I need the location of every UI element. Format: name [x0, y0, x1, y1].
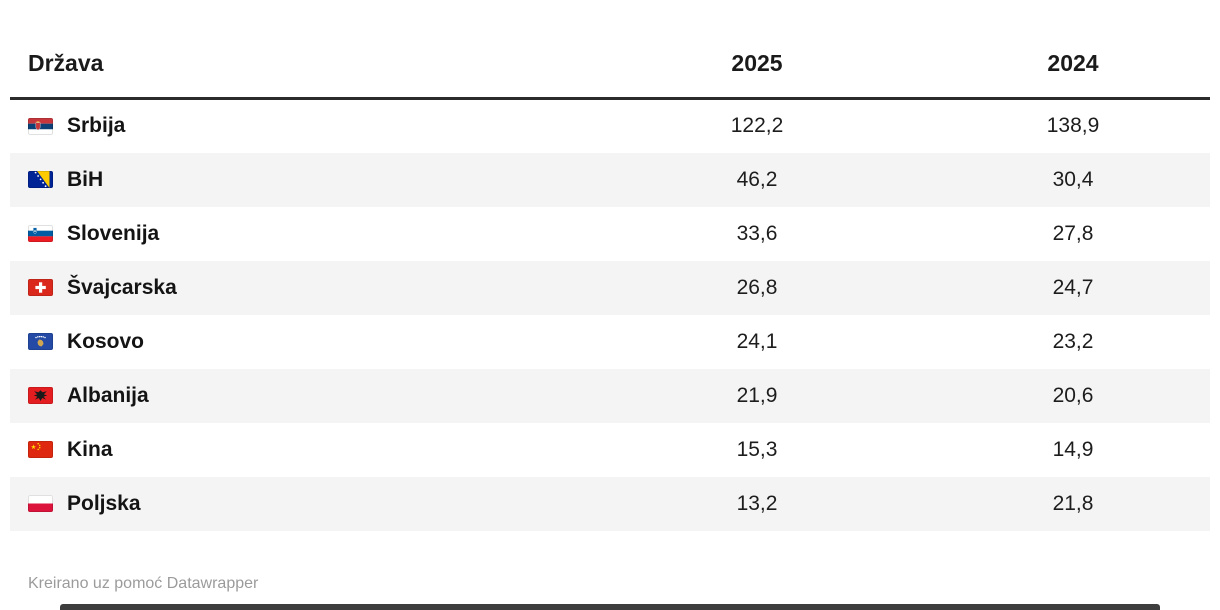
flag-china-icon [28, 441, 53, 458]
country-label: Švajcarska [67, 275, 177, 299]
data-table: Država 2025 2024 [10, 34, 1210, 531]
column-header-2025: 2025 [578, 34, 936, 100]
country-label: Kina [67, 437, 113, 461]
table-row-poljska: Poljska 13,2 21,8 [10, 476, 1210, 531]
column-header-2024: 2024 [936, 34, 1210, 100]
value-2024: 23,2 [1052, 329, 1094, 353]
bottom-scrollbar[interactable] [60, 604, 1160, 610]
value-2024: 21,8 [1052, 491, 1094, 515]
country-label: BiH [67, 167, 104, 191]
flag-slovenia-icon [28, 225, 53, 242]
table-row-slovenija: Slovenija 33,6 27,8 [10, 207, 1210, 261]
table-row-kina: Kina 15,3 14,9 [10, 423, 1210, 477]
value-2025: 15,3 [736, 437, 778, 461]
value-2024: 20,6 [1052, 383, 1094, 407]
datawrapper-table-chart: Država 2025 2024 [10, 34, 1210, 592]
table-row-srbija: Srbija 122,2 138,9 [10, 99, 1210, 153]
flag-kosovo-icon [28, 333, 53, 350]
country-label: Slovenija [67, 221, 160, 245]
flag-switzerland-icon [28, 279, 53, 296]
table-row-bih: BiH 46,2 30,4 [10, 152, 1210, 207]
value-2024: 14,9 [1052, 437, 1094, 461]
value-2025: 24,1 [736, 329, 778, 353]
table-row-kosovo: Kosovo 24,1 23,2 [10, 315, 1210, 369]
table-row-svajcarska: Švajcarska 26,8 24,7 [10, 260, 1210, 315]
value-2024: 27,8 [1052, 221, 1094, 245]
value-2025: 122,2 [730, 114, 784, 138]
value-2025: 26,8 [736, 275, 778, 299]
country-label: Albanija [67, 383, 149, 407]
value-2024: 138,9 [1046, 114, 1100, 138]
value-2024: 24,7 [1052, 275, 1094, 299]
country-label: Srbija [67, 114, 126, 138]
value-2025: 33,6 [736, 221, 778, 245]
value-2024: 30,4 [1052, 167, 1094, 191]
value-2025: 13,2 [736, 491, 778, 515]
value-2025: 21,9 [736, 383, 778, 407]
flag-albania-icon [28, 387, 53, 404]
flag-serbia-icon [28, 117, 53, 135]
flag-poland-icon [28, 495, 53, 512]
column-header-country: Država [10, 34, 578, 100]
value-2025: 46,2 [736, 167, 778, 191]
header-row: Država 2025 2024 [10, 34, 1210, 100]
table-row-albanija: Albanija 21,9 20,6 [10, 368, 1210, 423]
country-label: Kosovo [67, 329, 145, 353]
flag-bosnia-icon [28, 171, 53, 188]
country-label: Poljska [67, 491, 141, 515]
datawrapper-credit: Kreirano uz pomoć Datawrapper [28, 574, 259, 592]
